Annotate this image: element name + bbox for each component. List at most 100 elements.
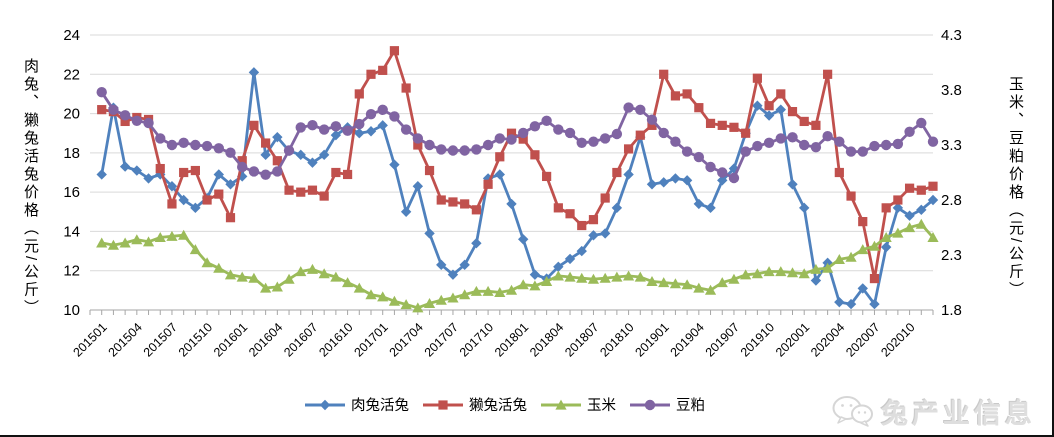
circle-marker (272, 166, 283, 177)
triangle-marker (555, 399, 567, 410)
circle-marker (763, 137, 775, 148)
diamond-marker (518, 234, 529, 245)
x-axis-label: 201910 (738, 320, 777, 359)
diamond-marker (400, 206, 412, 217)
circle-marker (869, 140, 880, 152)
triangle-marker (213, 262, 225, 273)
square-marker (787, 107, 798, 117)
series-line (100, 90, 935, 180)
diamond-marker (447, 269, 459, 280)
triangle-marker (693, 282, 705, 293)
circle-marker (190, 139, 201, 151)
triangle-marker (189, 244, 201, 255)
diamond-marker (295, 149, 306, 161)
diamond-marker (119, 161, 131, 172)
legend-label: 玉米 (587, 397, 616, 414)
diamond-marker (459, 259, 470, 271)
triangle-marker (505, 284, 518, 295)
diamond-marker (904, 210, 915, 221)
circle-marker (155, 133, 166, 144)
triangle-marker (529, 280, 541, 291)
circle-marker (307, 120, 318, 131)
square-marker (588, 215, 599, 225)
square-marker (705, 118, 716, 128)
square-marker (776, 89, 786, 99)
square-marker (799, 116, 809, 127)
triangle-marker (271, 281, 283, 292)
square-marker (237, 156, 247, 166)
circle-marker (752, 140, 763, 152)
triangle-marker (798, 268, 810, 279)
circle-marker (541, 115, 552, 127)
diamond-marker (717, 175, 728, 186)
square-marker (319, 191, 329, 201)
triangle-marker (353, 282, 365, 293)
diamond-marker (354, 128, 365, 139)
square-marker (354, 89, 364, 99)
x-axis-label: 201710 (457, 320, 496, 359)
square-marker (249, 120, 259, 130)
diamond-marker (260, 149, 271, 161)
diamond-marker (213, 169, 224, 180)
circle-marker (646, 114, 658, 125)
series-line (100, 49, 935, 280)
circle-marker (412, 133, 424, 144)
left-axis-tick-label: 14 (63, 223, 80, 240)
circle-marker (787, 132, 798, 143)
square-marker (389, 46, 400, 56)
triangle-marker (892, 227, 904, 238)
diamond-marker (318, 149, 330, 161)
square-marker (448, 197, 458, 207)
x-axis-label: 201604 (246, 320, 285, 359)
left-axis-title: 肉兔、獭兔活兔价格（元/公斤） (22, 58, 39, 318)
diamond-marker (436, 259, 447, 271)
square-marker (506, 128, 517, 138)
right-axis-tick-label: 3.8 (941, 82, 962, 99)
circle-marker (108, 104, 119, 116)
triangle-marker (611, 271, 623, 282)
circle-marker (623, 102, 634, 113)
triangle-marker (119, 237, 131, 248)
square-marker (729, 122, 739, 132)
diamond-marker (752, 100, 763, 111)
legend-item-肉兔活兔: 肉兔活兔 (305, 397, 409, 414)
square-marker (834, 167, 844, 178)
diamond-marker (681, 175, 693, 186)
diamond-marker (494, 169, 505, 180)
x-axis-label: 201504 (106, 320, 145, 359)
circle-marker (377, 104, 388, 116)
x-axis-label: 201704 (387, 320, 426, 359)
triangle-marker (318, 268, 330, 279)
circle-marker (96, 87, 107, 98)
circle-marker (857, 146, 868, 157)
triangle-marker (201, 257, 213, 268)
diamond-marker (834, 296, 845, 308)
circle-marker (611, 128, 623, 140)
triangle-marker (388, 295, 401, 306)
right-axis-title: 玉米、豆粕价格（元/公斤） (1007, 76, 1024, 300)
diamond-marker (763, 110, 775, 121)
triangle-marker (763, 266, 775, 277)
circle-marker (518, 127, 529, 139)
right-axis-tick-label: 2.3 (941, 247, 962, 264)
square-marker (342, 169, 353, 180)
triangle-marker (915, 218, 927, 229)
triangle-marker (564, 271, 576, 282)
diamond-marker (365, 126, 377, 137)
triangle-marker (412, 302, 424, 313)
triangle-marker (330, 271, 342, 282)
circle-marker (143, 117, 154, 129)
square-marker (424, 165, 435, 176)
circle-marker (119, 110, 131, 121)
legend-item-獭兔活兔: 獭兔活兔 (423, 397, 527, 414)
triangle-marker (810, 263, 822, 274)
x-axis-label: 202001 (773, 320, 812, 359)
square-marker (869, 273, 880, 284)
triangle-marker (96, 237, 108, 248)
square-marker (670, 91, 681, 101)
triangle-marker (142, 236, 155, 247)
triangle-marker (576, 272, 588, 283)
diamond-marker (693, 198, 705, 210)
triangle-marker (154, 232, 166, 242)
